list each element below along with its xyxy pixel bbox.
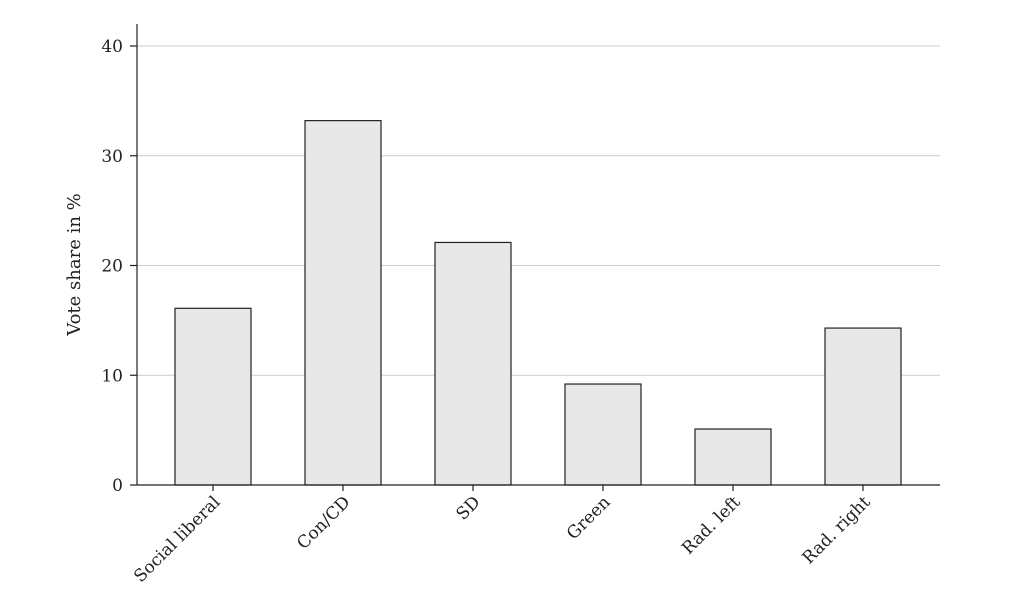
x-tick-labels: Social liberal Con/CD SD Green Rad. left Rad.… — [130, 485, 875, 587]
x-tick-label: Green — [563, 492, 614, 543]
y-tick-label: 30 — [101, 147, 123, 167]
bar — [304, 120, 382, 486]
y-axis-title: Vote share in % — [64, 193, 85, 337]
x-tick-label: Rad. right — [799, 492, 875, 568]
x-tick-label: Social liberal — [130, 492, 224, 586]
bars — [174, 120, 902, 486]
y-tick-label: 40 — [101, 37, 123, 57]
bar — [174, 307, 252, 486]
bar — [434, 241, 512, 486]
y-tick-label: 20 — [101, 257, 123, 277]
x-tick-label: Rad. left — [678, 492, 744, 558]
x-tick-label: SD — [453, 492, 485, 524]
y-tick-label: 10 — [101, 366, 123, 386]
grid-lines — [137, 45, 940, 376]
bar — [824, 327, 902, 486]
bar — [694, 428, 772, 486]
bar — [564, 383, 642, 486]
y-tick-label: 0 — [112, 476, 123, 496]
x-tick-label: Con/CD — [293, 492, 354, 553]
y-tick-labels: 0 10 20 30 40 — [101, 37, 137, 496]
axes — [136, 24, 940, 486]
